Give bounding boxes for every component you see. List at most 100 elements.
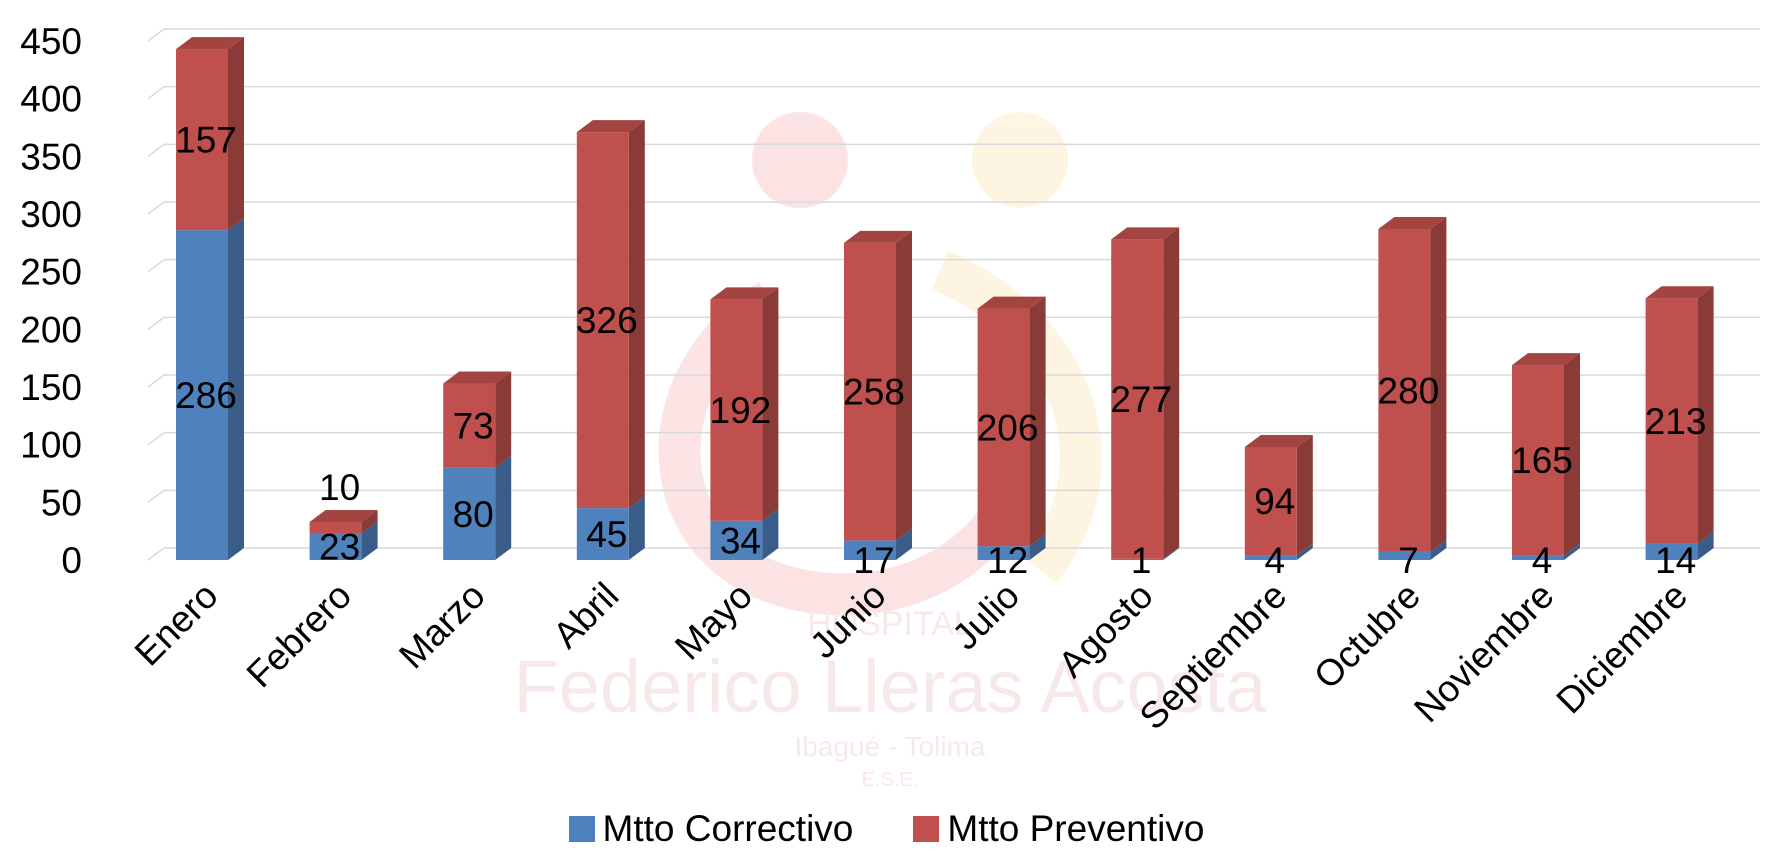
bar-front	[176, 230, 228, 561]
bar-preventivo	[977, 296, 1046, 547]
bar-side	[762, 287, 779, 521]
gridline-diagonal	[147, 143, 165, 157]
bar-front	[977, 546, 1030, 560]
bar-preventivo	[1244, 434, 1313, 556]
bar-preventivo	[1512, 353, 1580, 556]
legend-label-preventivo: Mtto Preventivo	[947, 808, 1205, 849]
data-label-correctivo: 7	[1398, 540, 1419, 581]
bar-front	[176, 49, 228, 231]
y-tick-label: 450	[20, 21, 82, 62]
data-label-correctivo: 4	[1265, 540, 1286, 581]
bar-side	[1430, 539, 1447, 560]
data-label-correctivo: 12	[987, 540, 1028, 581]
bar-side	[228, 37, 244, 231]
y-tick-label: 350	[20, 136, 82, 177]
bar-front	[1244, 446, 1297, 556]
x-tick-label: Enero	[127, 575, 226, 674]
bar-correctivo	[1244, 543, 1313, 560]
y-tick-label: 0	[61, 540, 82, 581]
bar-side	[1029, 534, 1046, 560]
bar-preventivo	[710, 287, 779, 521]
data-label-preventivo: 165	[1511, 440, 1573, 481]
svg-text:E.S.E.: E.S.E.	[862, 769, 919, 791]
bar-preventivo	[309, 509, 378, 534]
data-label-correctivo: 45	[586, 514, 627, 555]
data-label-correctivo: 80	[453, 494, 494, 535]
data-label-correctivo: 17	[853, 540, 894, 581]
bar-side	[1564, 543, 1580, 560]
legend-item-correctivo: Mtto Correctivo	[568, 808, 854, 850]
bar-correctivo	[443, 455, 512, 560]
gridline-diagonal	[147, 547, 165, 561]
bar-top	[1645, 286, 1714, 299]
bar-top	[977, 296, 1046, 309]
bar-front	[1111, 558, 1164, 560]
bar-top	[710, 287, 779, 300]
x-tick-label: Noviembre	[1406, 575, 1561, 730]
bar-side	[1296, 434, 1313, 556]
bar-side	[495, 371, 512, 468]
bar-top	[1244, 434, 1313, 447]
bar-side	[1163, 546, 1180, 560]
bar-top	[1512, 353, 1580, 366]
bar-correctivo	[1512, 543, 1580, 560]
y-tick-label: 250	[20, 252, 82, 293]
bar-preventivo	[1111, 227, 1180, 559]
bar-correctivo	[1378, 539, 1447, 560]
legend-label-correctivo: Mtto Correctivo	[602, 808, 854, 849]
bar-front	[443, 383, 496, 468]
y-tick-label: 150	[20, 367, 82, 408]
bar-correctivo	[977, 534, 1046, 560]
data-label-preventivo: 213	[1645, 401, 1707, 442]
bar-front	[710, 299, 763, 521]
bar-preventivo	[176, 37, 244, 231]
data-label-preventivo: 10	[319, 467, 360, 508]
data-label-correctivo: 34	[720, 520, 761, 561]
gridline-diagonal	[147, 316, 165, 330]
bar-top	[576, 120, 645, 133]
data-label-preventivo: 157	[175, 120, 237, 161]
bar-front	[1645, 298, 1698, 544]
bar-front	[1244, 555, 1297, 560]
x-tick-label: Marzo	[391, 575, 493, 677]
gridline-diagonal	[147, 374, 165, 388]
svg-text:HOSPITAL: HOSPITAL	[807, 605, 973, 643]
bar-correctivo	[576, 496, 645, 560]
bar-front	[576, 132, 629, 509]
svg-text:Federico Lleras Acosta: Federico Lleras Acosta	[514, 645, 1268, 728]
bar-top	[176, 37, 244, 50]
bar-front	[844, 242, 896, 541]
y-tick-label: 400	[20, 79, 82, 120]
bar-side	[762, 508, 779, 560]
bar-side	[1296, 543, 1313, 560]
bar-top	[443, 371, 512, 384]
bar-correctivo	[710, 508, 779, 560]
bar-top	[1111, 227, 1180, 240]
hospital-logo-watermark: HOSPITAL Federico Lleras Acosta Ibagué -…	[514, 112, 1268, 791]
data-label-correctivo: 1	[1131, 540, 1152, 581]
bar-front	[977, 308, 1030, 547]
bar-correctivo	[1111, 546, 1180, 560]
bar-front	[1512, 555, 1564, 560]
bar-side	[1029, 296, 1046, 547]
bar-preventivo	[844, 230, 912, 541]
svg-text:Ibagué - Tolima: Ibagué - Tolima	[795, 731, 986, 762]
data-label-preventivo: 192	[710, 390, 772, 431]
bar-front	[1378, 551, 1431, 560]
data-label-preventivo: 258	[843, 372, 905, 413]
bar-top	[309, 509, 378, 522]
bar-correctivo	[844, 528, 912, 560]
bar-side	[1697, 286, 1714, 544]
bar-side	[1430, 217, 1447, 552]
bar-side	[495, 455, 512, 560]
gridline-diagonal	[147, 259, 165, 273]
gridline-diagonal	[147, 201, 165, 215]
bar-front	[710, 520, 763, 560]
bar-correctivo	[1645, 531, 1714, 560]
data-label-preventivo: 280	[1378, 370, 1440, 411]
legend-swatch-preventivo	[913, 816, 940, 842]
bar-side	[896, 230, 912, 541]
y-tick-label: 200	[20, 309, 82, 350]
bar-side	[1697, 531, 1714, 560]
